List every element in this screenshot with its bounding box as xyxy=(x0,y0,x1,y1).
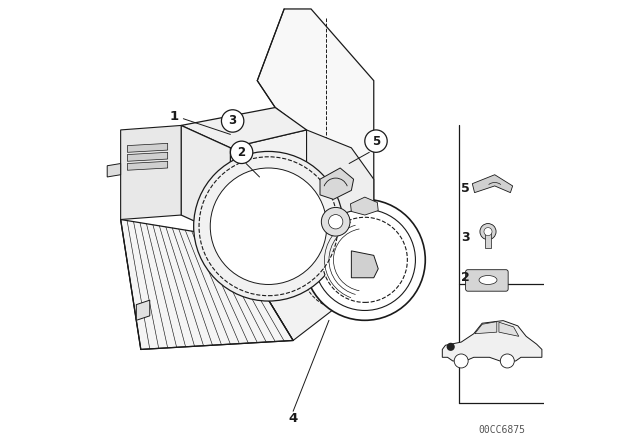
Polygon shape xyxy=(181,108,307,148)
Text: 5: 5 xyxy=(372,134,380,148)
Polygon shape xyxy=(108,164,121,177)
Bar xyxy=(485,231,491,248)
Circle shape xyxy=(484,228,492,236)
Text: 2: 2 xyxy=(461,271,470,284)
Ellipse shape xyxy=(479,276,497,284)
Polygon shape xyxy=(307,130,374,296)
Circle shape xyxy=(199,157,338,296)
Circle shape xyxy=(447,343,455,351)
Polygon shape xyxy=(230,130,351,340)
Circle shape xyxy=(210,168,327,284)
Text: 00CC6875: 00CC6875 xyxy=(478,425,525,435)
Circle shape xyxy=(365,130,387,152)
Polygon shape xyxy=(351,197,378,215)
Circle shape xyxy=(230,141,253,164)
Polygon shape xyxy=(127,143,168,152)
Polygon shape xyxy=(257,9,374,296)
FancyBboxPatch shape xyxy=(466,270,508,291)
Polygon shape xyxy=(351,251,378,278)
Polygon shape xyxy=(320,168,353,199)
Circle shape xyxy=(480,224,496,240)
Text: 3: 3 xyxy=(228,114,237,128)
Circle shape xyxy=(221,110,244,132)
Polygon shape xyxy=(181,125,230,237)
Circle shape xyxy=(314,209,415,310)
Polygon shape xyxy=(121,220,293,349)
Polygon shape xyxy=(472,175,513,193)
Circle shape xyxy=(500,354,515,368)
Circle shape xyxy=(305,199,426,320)
Circle shape xyxy=(321,207,350,236)
Text: 3: 3 xyxy=(461,231,470,244)
Circle shape xyxy=(328,215,343,229)
Text: 2: 2 xyxy=(237,146,246,159)
Circle shape xyxy=(194,151,343,301)
Polygon shape xyxy=(475,322,497,334)
Polygon shape xyxy=(499,322,519,336)
Polygon shape xyxy=(442,321,542,361)
Polygon shape xyxy=(127,161,168,170)
Text: 5: 5 xyxy=(461,181,470,195)
Text: 4: 4 xyxy=(289,412,298,426)
Polygon shape xyxy=(121,125,181,220)
Text: 1: 1 xyxy=(170,110,179,123)
Circle shape xyxy=(323,217,408,302)
Polygon shape xyxy=(136,300,150,320)
Circle shape xyxy=(454,354,468,368)
Polygon shape xyxy=(127,152,168,161)
